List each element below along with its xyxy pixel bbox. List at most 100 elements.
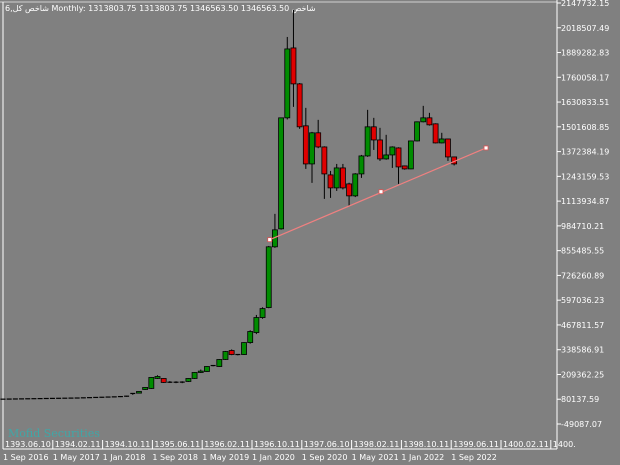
candle[interactable] <box>401 165 408 170</box>
persian-date-label: 1395.06.11 <box>154 440 200 449</box>
candle-body <box>259 308 266 318</box>
candle[interactable] <box>383 134 390 160</box>
candle[interactable] <box>197 369 204 374</box>
price-tick-label: 467811.57 <box>561 321 604 330</box>
price-tick-label: 855485.55 <box>561 247 604 256</box>
candle[interactable] <box>302 107 309 169</box>
price-tick-label: 984710.21 <box>561 222 604 231</box>
candle[interactable] <box>346 182 352 206</box>
candle[interactable] <box>420 105 427 123</box>
candle-body <box>265 246 272 308</box>
candle[interactable] <box>432 123 439 144</box>
price-tick-label: 2018507.49 <box>561 24 609 33</box>
candle[interactable] <box>272 213 278 248</box>
candle[interactable] <box>321 146 328 199</box>
candle-body <box>247 331 254 343</box>
candle[interactable] <box>284 36 291 120</box>
candle[interactable] <box>370 117 377 150</box>
candle[interactable] <box>142 387 149 390</box>
trendline-anchor-handle[interactable] <box>378 189 384 195</box>
trendline-segment[interactable] <box>269 147 487 241</box>
broker-watermark: Mofid Securities <box>8 427 100 440</box>
price-tick-label: 1501608.85 <box>561 123 609 132</box>
candle[interactable] <box>222 350 229 360</box>
gregorian-date-label: 1 Sep 2020 <box>302 453 348 462</box>
candle[interactable] <box>173 381 179 384</box>
candle[interactable] <box>154 375 161 379</box>
candle[interactable] <box>265 245 272 309</box>
candle[interactable] <box>99 396 105 398</box>
candle-body <box>407 140 414 170</box>
candle-body <box>185 378 192 382</box>
candle[interactable] <box>315 119 322 149</box>
candle[interactable] <box>414 121 420 142</box>
candle[interactable] <box>179 381 185 384</box>
price-tick-label: 597036.23 <box>561 296 604 305</box>
candle-body <box>197 370 204 373</box>
persian-date-label: 1393.06.10 <box>5 440 51 449</box>
candle[interactable] <box>160 378 167 383</box>
candle[interactable] <box>124 395 130 397</box>
candle[interactable] <box>210 364 216 367</box>
candle[interactable] <box>438 132 445 144</box>
time-axis-ticks: 1393.06.10 1394.02.11 1394.10.11 1395.06.11… <box>2 440 576 462</box>
candle[interactable] <box>445 138 451 161</box>
candle[interactable] <box>216 359 223 367</box>
candle[interactable] <box>309 131 315 183</box>
candle[interactable] <box>407 140 414 170</box>
candle[interactable] <box>364 109 371 157</box>
candle[interactable] <box>80 397 86 399</box>
trendline-anchor-handle[interactable] <box>267 237 273 243</box>
candle-body <box>383 154 390 160</box>
candle-body <box>228 350 235 355</box>
trendline-anchor-handle[interactable] <box>483 145 489 151</box>
candle[interactable] <box>185 378 192 383</box>
candle[interactable] <box>247 330 254 344</box>
candle[interactable] <box>136 391 142 394</box>
candle[interactable] <box>241 342 247 355</box>
candle[interactable] <box>235 353 241 356</box>
candle[interactable] <box>93 396 99 399</box>
candle[interactable] <box>87 397 93 399</box>
candle-body <box>278 117 285 230</box>
gregorian-date-label: 1 Jan 2022 <box>401 453 444 462</box>
candle[interactable] <box>167 381 173 383</box>
candle[interactable] <box>296 83 303 129</box>
candle-body <box>241 342 247 355</box>
candle[interactable] <box>290 9 297 107</box>
candle-body <box>222 351 229 360</box>
candle[interactable] <box>377 127 383 161</box>
candle-body <box>309 132 315 165</box>
candle[interactable] <box>395 147 402 184</box>
candle[interactable] <box>333 163 340 191</box>
price-tick-label: 1113934.87 <box>561 197 609 206</box>
candle-body <box>420 117 427 123</box>
candle[interactable] <box>191 372 198 379</box>
persian-date-label: 1400.02.11 <box>503 440 549 449</box>
candle[interactable] <box>278 117 285 230</box>
candle-body <box>160 378 167 383</box>
candle[interactable] <box>358 154 365 178</box>
candle[interactable] <box>117 395 123 398</box>
candle[interactable] <box>327 170 334 198</box>
candle-body <box>302 125 309 165</box>
candle[interactable] <box>339 163 346 190</box>
candle-body <box>395 147 402 168</box>
candle[interactable] <box>389 146 396 168</box>
trendline <box>267 145 489 243</box>
candle[interactable] <box>130 392 136 395</box>
candle[interactable] <box>253 314 260 335</box>
candle[interactable] <box>426 112 433 126</box>
candle[interactable] <box>204 366 210 372</box>
price-tick-label: 726260.89 <box>561 271 604 280</box>
candle[interactable] <box>148 377 155 389</box>
candle[interactable] <box>352 173 359 198</box>
candle-body <box>364 126 371 157</box>
candle[interactable] <box>228 349 235 356</box>
candle[interactable] <box>111 396 117 398</box>
candle[interactable] <box>259 307 266 319</box>
candle[interactable] <box>105 396 111 398</box>
price-tick-label: 1889282.83 <box>561 49 609 58</box>
candle-body <box>333 167 340 189</box>
